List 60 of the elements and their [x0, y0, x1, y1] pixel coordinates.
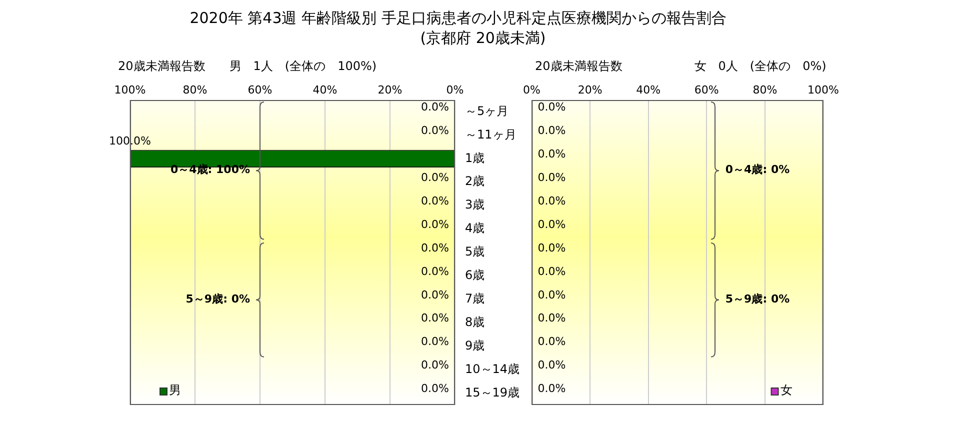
chart-title: 2020年 第43週 年齢階級別 手足口病患者の小児科定点医療機関からの報告割合 [188, 8, 728, 28]
y-tick-label: ～11ヶ月 [465, 127, 516, 142]
x-tick-label: 40% [312, 83, 338, 96]
x-tick-label: 80% [182, 83, 208, 96]
annotation: 5～9歳: 0% [186, 292, 250, 306]
x-tick-label: 100% [808, 83, 840, 96]
data-label: 0.0% [538, 100, 566, 114]
x-tick-label: 0% [446, 83, 464, 96]
data-label: 0.0% [538, 288, 566, 302]
y-tick-label: 6歳 [465, 268, 485, 282]
x-tick-label: 60% [248, 83, 272, 96]
data-label: 0.0% [421, 335, 449, 348]
data-label: 0.0% [538, 194, 566, 208]
data-label: 0.0% [421, 100, 449, 114]
y-tick-label: 5歳 [465, 244, 485, 259]
x-tick-label: 40% [636, 83, 661, 96]
x-tick-label: 20% [378, 83, 402, 96]
data-label: 0.0% [421, 170, 449, 184]
y-tick-label: 10～14歳 [465, 362, 520, 376]
chart-subtitle: (京都府 20歳未満) [419, 28, 547, 48]
data-label: 0.0% [538, 382, 566, 396]
text: 20歳未満報告数 女 0人 (全体の 0%) [535, 58, 826, 75]
y-tick-label: 7歳 [465, 292, 485, 306]
data-label: 0.0% [421, 312, 449, 325]
x-tick-label: 80% [752, 83, 778, 96]
y-tick-label: 9歳 [465, 338, 485, 352]
x-tick-label: 100% [114, 83, 146, 96]
y-tick-label: 1歳 [465, 150, 485, 165]
annotation: 0～4歳: 100% [170, 163, 250, 176]
y-tick-label: 15～19歳 [465, 385, 520, 400]
text: 20歳未満報告数 男 1人 (全体の 100%) [118, 58, 377, 75]
y-tick-label: ～5ヶ月 [465, 104, 509, 118]
y-tick-label: 3歳 [465, 198, 485, 212]
data-label: 0.0% [538, 218, 566, 231]
y-tick-label: 8歳 [465, 315, 485, 330]
legend-label: 男 [169, 383, 181, 398]
data-label: 0.0% [421, 218, 449, 231]
data-label: 0.0% [538, 358, 566, 372]
annotation: 0～4歳: 0% [725, 163, 790, 176]
data-label: 0.0% [538, 241, 566, 254]
data-label: 0.0% [421, 241, 449, 254]
legend-label: 女 [780, 383, 792, 398]
data-label: 0.0% [421, 194, 449, 208]
x-tick-label: 60% [694, 83, 719, 96]
data-label: 0.0% [421, 382, 449, 396]
annotation: 5～9歳: 0% [725, 292, 790, 306]
data-label: 0.0% [538, 264, 566, 278]
data-label: 0.0% [538, 148, 566, 161]
data-label: 0.0% [538, 312, 566, 325]
data-label: 0.0% [538, 124, 566, 138]
data-label: 0.0% [538, 335, 566, 348]
y-tick-label: 4歳 [465, 221, 485, 236]
x-tick-label: 20% [578, 83, 602, 96]
data-label: 0.0% [538, 170, 566, 184]
data-label: 0.0% [421, 358, 449, 372]
data-label: 0.0% [421, 288, 449, 302]
data-label: 0.0% [421, 124, 449, 138]
x-tick-label: 0% [523, 83, 540, 96]
data-label: 0.0% [421, 264, 449, 278]
y-tick-label: 2歳 [465, 174, 485, 188]
